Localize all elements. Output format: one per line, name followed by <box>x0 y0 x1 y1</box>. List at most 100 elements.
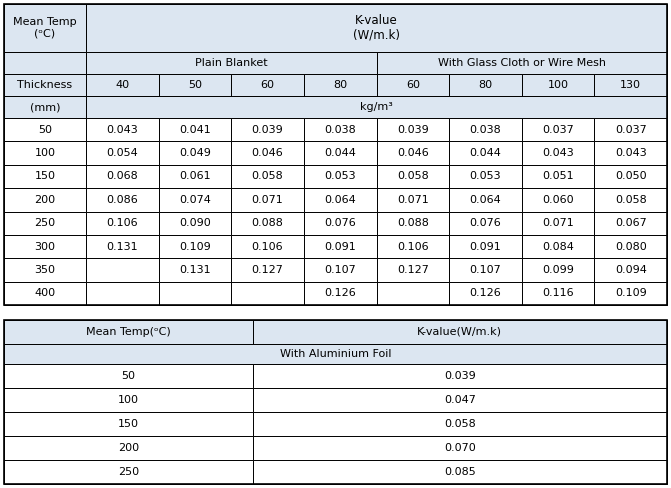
Bar <box>4 320 252 344</box>
Bar <box>4 364 252 388</box>
Text: 0.044: 0.044 <box>470 148 501 158</box>
Text: 0.051: 0.051 <box>542 171 574 182</box>
Bar <box>522 74 595 96</box>
Text: (mm): (mm) <box>30 102 60 112</box>
Text: 0.060: 0.060 <box>542 195 574 205</box>
Text: 0.058: 0.058 <box>615 195 647 205</box>
Text: 150: 150 <box>34 171 56 182</box>
Text: 60: 60 <box>406 80 420 90</box>
Text: 0.046: 0.046 <box>252 148 283 158</box>
Bar <box>449 211 522 235</box>
Text: 0.091: 0.091 <box>470 242 501 251</box>
Bar <box>4 282 86 305</box>
Bar <box>4 4 667 305</box>
Text: 250: 250 <box>117 467 139 477</box>
Text: 0.085: 0.085 <box>444 467 476 477</box>
Text: 0.080: 0.080 <box>615 242 647 251</box>
Bar <box>376 52 667 74</box>
Bar <box>4 344 667 364</box>
Bar <box>595 211 667 235</box>
Bar <box>4 320 667 484</box>
Bar <box>86 118 158 142</box>
Bar <box>376 118 449 142</box>
Text: 0.054: 0.054 <box>107 148 138 158</box>
Bar <box>449 165 522 188</box>
Bar <box>86 142 158 165</box>
Bar <box>522 118 595 142</box>
Bar <box>4 436 252 460</box>
Bar <box>522 258 595 282</box>
Text: 0.084: 0.084 <box>542 242 574 251</box>
Bar <box>522 188 595 211</box>
Bar <box>231 235 304 258</box>
Bar <box>376 258 449 282</box>
Bar <box>231 118 304 142</box>
Bar <box>252 412 667 436</box>
Text: K-value
(W/m.k): K-value (W/m.k) <box>353 14 400 42</box>
Text: 0.053: 0.053 <box>324 171 356 182</box>
Bar <box>4 388 252 412</box>
Text: 0.109: 0.109 <box>179 242 211 251</box>
Bar <box>4 188 86 211</box>
Bar <box>4 258 86 282</box>
Text: 0.106: 0.106 <box>107 218 138 228</box>
Bar <box>4 211 86 235</box>
Bar <box>304 165 376 188</box>
Text: 60: 60 <box>260 80 274 90</box>
Bar <box>595 142 667 165</box>
Bar <box>449 235 522 258</box>
Text: 0.047: 0.047 <box>444 395 476 405</box>
Bar <box>595 74 667 96</box>
Text: With Aluminium Foil: With Aluminium Foil <box>280 349 391 359</box>
Text: 50: 50 <box>121 371 136 381</box>
Bar <box>304 74 376 96</box>
Bar <box>158 142 231 165</box>
Bar <box>449 74 522 96</box>
Bar <box>376 74 449 96</box>
Bar <box>304 142 376 165</box>
Bar <box>522 142 595 165</box>
Bar <box>252 388 667 412</box>
Text: 100: 100 <box>34 148 56 158</box>
Bar <box>522 165 595 188</box>
Text: 80: 80 <box>478 80 493 90</box>
Text: 50: 50 <box>188 80 202 90</box>
Bar <box>449 282 522 305</box>
Text: 0.116: 0.116 <box>542 288 574 298</box>
Text: Plain Blanket: Plain Blanket <box>195 58 268 68</box>
Bar <box>231 282 304 305</box>
Bar <box>158 74 231 96</box>
Bar <box>158 188 231 211</box>
Text: 0.071: 0.071 <box>542 218 574 228</box>
Text: 0.126: 0.126 <box>324 288 356 298</box>
Bar <box>86 96 667 118</box>
Text: 0.071: 0.071 <box>252 195 283 205</box>
Bar <box>595 258 667 282</box>
Bar <box>158 235 231 258</box>
Bar <box>4 96 86 118</box>
Text: 0.067: 0.067 <box>615 218 647 228</box>
Bar <box>595 118 667 142</box>
Text: 0.094: 0.094 <box>615 265 647 275</box>
Text: 0.061: 0.061 <box>179 171 211 182</box>
Bar <box>86 282 158 305</box>
Text: 0.088: 0.088 <box>397 218 429 228</box>
Bar <box>595 235 667 258</box>
Bar <box>4 52 86 74</box>
Text: 0.127: 0.127 <box>397 265 429 275</box>
Bar <box>4 460 252 484</box>
Text: 0.064: 0.064 <box>324 195 356 205</box>
Text: 50: 50 <box>38 125 52 135</box>
Text: 0.038: 0.038 <box>324 125 356 135</box>
Bar <box>376 165 449 188</box>
Bar <box>376 188 449 211</box>
Text: 0.050: 0.050 <box>615 171 646 182</box>
Bar <box>86 235 158 258</box>
Text: Mean Temp
(ᵒC): Mean Temp (ᵒC) <box>13 17 76 39</box>
Bar <box>304 282 376 305</box>
Bar <box>86 4 667 52</box>
Text: 0.088: 0.088 <box>252 218 284 228</box>
Bar <box>252 436 667 460</box>
Text: 0.091: 0.091 <box>324 242 356 251</box>
Bar <box>376 142 449 165</box>
